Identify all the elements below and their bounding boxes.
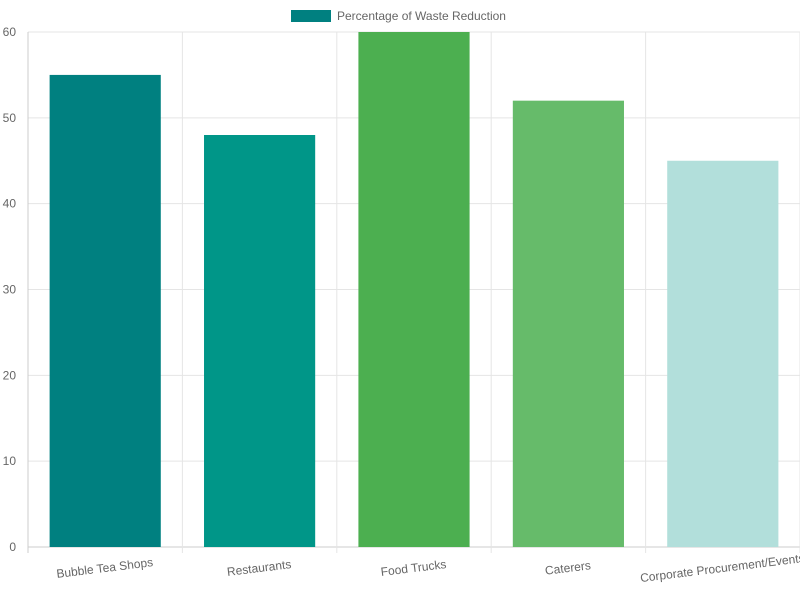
y-tick-label: 60 [3,25,17,39]
y-tick-label: 10 [3,454,17,468]
legend[interactable]: Percentage of Waste Reduction [291,9,506,23]
y-tick-label: 20 [3,368,17,382]
x-tick-label: Food Trucks [380,557,447,579]
bar [49,74,161,548]
bar [358,32,470,547]
y-tick-label: 0 [9,540,16,554]
legend-swatch[interactable] [291,10,331,22]
x-tick-label: Bubble Tea Shops [56,555,154,581]
x-tick-label: Corporate Procurement/Events [639,551,800,585]
bar [204,135,316,547]
legend-label[interactable]: Percentage of Waste Reduction [337,9,506,23]
y-tick-label: 30 [3,283,17,297]
x-tick-label: Caterers [544,558,591,578]
bar [667,160,779,547]
x-tick-label: Restaurants [226,557,292,579]
bar [512,100,624,548]
y-tick-label: 40 [3,197,17,211]
bars-layer [49,32,779,548]
y-tick-label: 50 [3,111,17,125]
